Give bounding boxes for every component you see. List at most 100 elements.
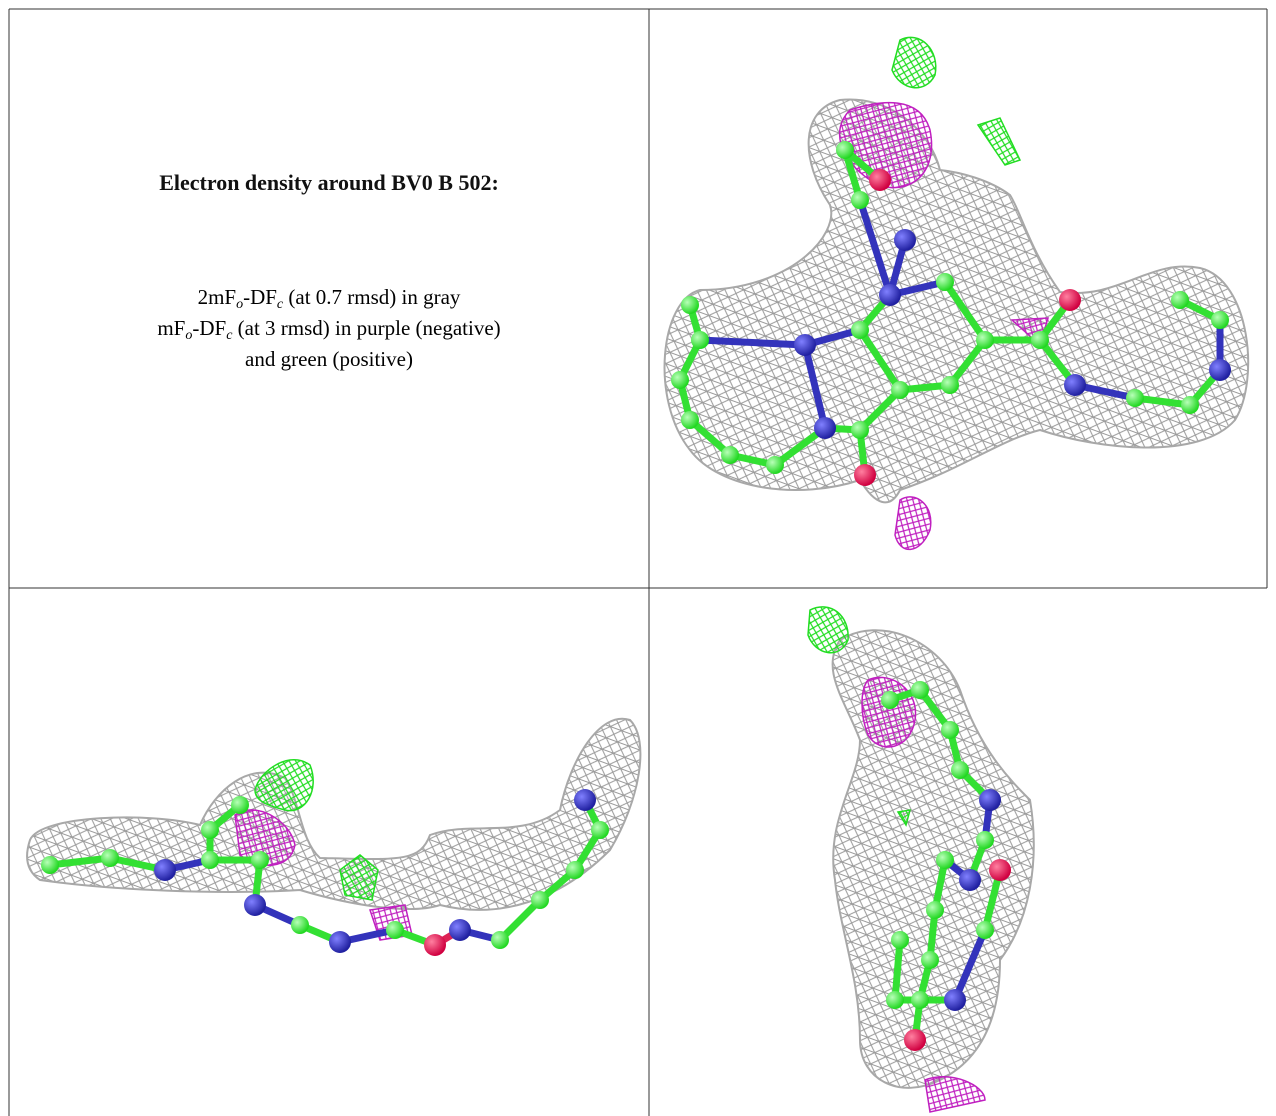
atom xyxy=(886,991,904,1009)
atom xyxy=(976,921,994,939)
legend-line: 2mFo-DFc (at 0.7 rmsd) in gray xyxy=(9,282,649,313)
density-mesh xyxy=(26,717,642,911)
atom xyxy=(854,464,876,486)
bond xyxy=(801,341,829,432)
atom xyxy=(1211,311,1229,329)
atom xyxy=(911,681,929,699)
atom xyxy=(244,894,266,916)
atom xyxy=(721,446,739,464)
atom xyxy=(574,789,596,811)
atom xyxy=(881,691,899,709)
positive-density xyxy=(254,759,314,812)
atom xyxy=(851,421,869,439)
atom xyxy=(869,169,891,191)
atom xyxy=(989,859,1011,881)
atom xyxy=(154,859,176,881)
bond xyxy=(696,336,809,349)
bond xyxy=(891,936,904,1004)
atom xyxy=(681,411,699,429)
atom xyxy=(566,861,584,879)
subscript: o xyxy=(236,297,244,312)
subscript: c xyxy=(226,328,233,343)
atom xyxy=(891,381,909,399)
bond xyxy=(856,386,904,434)
atom xyxy=(936,273,954,291)
negative-density xyxy=(924,1076,986,1113)
atom xyxy=(1171,291,1189,309)
legend-text: 2mFo-DFc (at 0.7 rmsd) in gray mFo-DFc (a… xyxy=(9,282,649,375)
bond xyxy=(946,336,989,389)
atom xyxy=(921,951,939,969)
positive-density xyxy=(339,854,379,901)
atom xyxy=(976,831,994,849)
atom xyxy=(1064,374,1086,396)
text-run: (at 3 rmsd) in purple (negative) xyxy=(232,316,501,340)
atom xyxy=(979,789,1001,811)
atom xyxy=(1031,331,1049,349)
atom xyxy=(941,721,959,739)
atom xyxy=(101,849,119,867)
molecule-views xyxy=(26,36,1250,1113)
atom xyxy=(449,919,471,941)
atom xyxy=(814,417,836,439)
atom xyxy=(231,796,249,814)
atom xyxy=(976,331,994,349)
atom xyxy=(291,916,309,934)
atom xyxy=(959,869,981,891)
atom xyxy=(891,931,909,949)
panel-title: Electron density around BV0 B 502: xyxy=(159,170,499,195)
atom xyxy=(424,934,446,956)
atom xyxy=(851,321,869,339)
atom xyxy=(329,931,351,953)
positive-density xyxy=(896,809,912,827)
atom xyxy=(936,851,954,869)
atom xyxy=(851,191,869,209)
positive-density xyxy=(807,606,849,654)
atom xyxy=(951,761,969,779)
negative-density xyxy=(894,496,932,551)
atom xyxy=(1181,396,1199,414)
atom xyxy=(794,334,816,356)
text-run: 2mF xyxy=(197,285,237,309)
bond xyxy=(1131,394,1194,409)
atom xyxy=(926,901,944,919)
bond xyxy=(941,278,989,344)
atom xyxy=(201,851,219,869)
atom xyxy=(671,371,689,389)
atom xyxy=(766,456,784,474)
atom xyxy=(491,931,509,949)
atom xyxy=(1059,289,1081,311)
text-run: -DF xyxy=(243,285,277,309)
atom xyxy=(894,229,916,251)
atom xyxy=(386,921,404,939)
atom xyxy=(531,891,549,909)
bond xyxy=(856,326,904,394)
positive-density xyxy=(891,36,937,89)
atom xyxy=(591,821,609,839)
text-run: (at 0.7 rmsd) in gray xyxy=(283,285,461,309)
text-run: -DF xyxy=(192,316,227,340)
atom xyxy=(691,331,709,349)
atom xyxy=(944,989,966,1011)
bond xyxy=(951,926,989,1004)
atom xyxy=(911,991,929,1009)
atom xyxy=(904,1029,926,1051)
bond xyxy=(46,854,114,869)
atom xyxy=(41,856,59,874)
atom xyxy=(201,821,219,839)
text-run: mF xyxy=(157,316,186,340)
atom xyxy=(1126,389,1144,407)
legend-line: mFo-DFc (at 3 rmsd) in purple (negative) xyxy=(9,313,649,344)
atom xyxy=(879,284,901,306)
subscript: c xyxy=(276,297,284,312)
legend-line: and green (positive) xyxy=(9,344,649,375)
bond xyxy=(856,196,894,299)
atom xyxy=(251,851,269,869)
positive-density xyxy=(976,117,1022,166)
atom xyxy=(836,141,854,159)
subscript: o xyxy=(185,328,193,343)
atom xyxy=(941,376,959,394)
bond xyxy=(496,896,544,944)
